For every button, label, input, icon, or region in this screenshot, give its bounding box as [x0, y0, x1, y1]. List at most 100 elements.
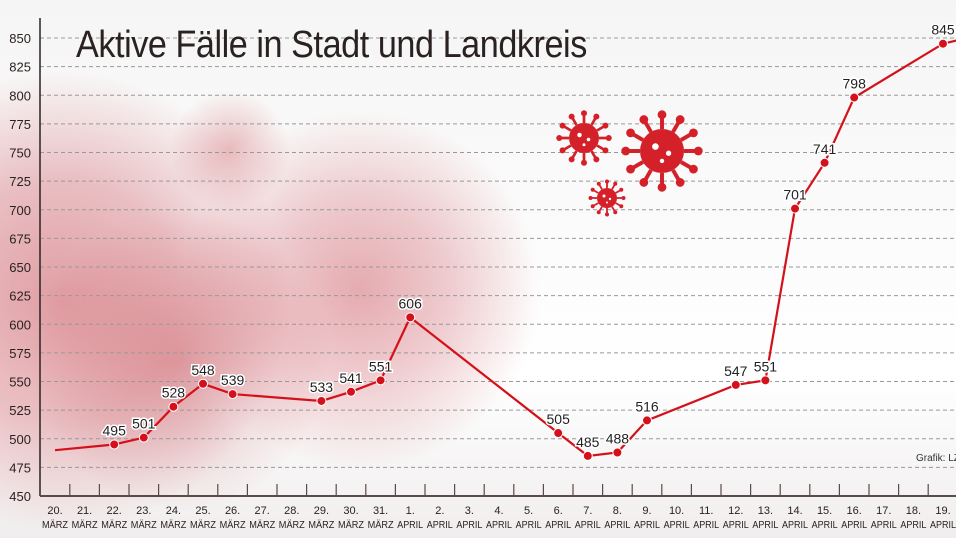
x-tick-day: 21. [77, 505, 92, 517]
x-tick-day: 31. [373, 505, 388, 517]
x-tick-day: 14. [787, 505, 802, 517]
x-tick-month: APRIL [812, 520, 838, 531]
x-tick-month: MÄRZ [190, 519, 216, 531]
x-tick-day: 6. [554, 505, 563, 517]
x-tick-day: 19. [935, 505, 950, 517]
data-label: 485 [576, 434, 600, 450]
data-point [316, 395, 327, 406]
x-tick-day: 2. [435, 505, 444, 517]
virus-spike-tip [605, 212, 609, 217]
x-tick-month: APRIL [930, 520, 956, 531]
x-tick-day: 25. [195, 505, 210, 517]
virus-body [640, 129, 684, 173]
x-tick-month: APRIL [900, 520, 926, 531]
x-tick-day: 17. [876, 505, 891, 517]
virus-spike-tip [689, 164, 698, 174]
virus-spike-tip [602, 147, 609, 154]
x-tick-month: MÄRZ [101, 519, 127, 531]
x-tick-month: APRIL [723, 520, 749, 531]
x-tick-day: 3. [465, 505, 474, 517]
x-tick-month: APRIL [575, 520, 601, 531]
chart-title: Aktive Fälle in Stadt und Landkreis [76, 24, 587, 66]
x-tick-month: MÄRZ [220, 519, 246, 531]
data-label: 606 [399, 295, 423, 311]
data-label: 548 [191, 362, 215, 378]
x-tick-month: MÄRZ [72, 519, 98, 531]
x-tick-month: MÄRZ [279, 519, 305, 531]
y-tick-label: 675 [9, 231, 31, 246]
data-label: 541 [339, 370, 363, 386]
virus-spike-tip [689, 128, 698, 138]
virus-icons [556, 110, 703, 217]
data-label: 501 [132, 416, 156, 432]
x-tick-month: APRIL [871, 520, 897, 531]
data-label: 741 [813, 141, 837, 157]
data-label: 495 [103, 422, 127, 438]
virus-spike-tip [613, 210, 618, 215]
data-label: 845 [931, 22, 955, 38]
credit-text: Grafik: LZ [916, 453, 956, 464]
x-tick-day: 9. [642, 505, 651, 517]
x-tick-month: MÄRZ [368, 519, 394, 531]
virus-spike-tip [581, 159, 587, 166]
virus-dot [606, 201, 608, 204]
data-point [582, 450, 593, 461]
y-tick-label: 750 [9, 146, 31, 161]
virus-icon-medium [556, 110, 612, 166]
data-point [375, 375, 386, 386]
virus-spike-tip [590, 204, 595, 209]
data-point [849, 92, 860, 103]
data-point [227, 389, 238, 400]
x-tick-month: APRIL [545, 520, 571, 531]
virus-spike-tip [693, 146, 703, 156]
virus-spike-tip [613, 181, 618, 186]
x-tick-month: APRIL [752, 520, 778, 531]
data-label: 528 [162, 385, 186, 401]
virus-spike-tip [657, 182, 667, 192]
virus-spike-tip [593, 113, 600, 120]
x-tick-day: 4. [494, 505, 503, 517]
x-tick-day: 10. [669, 505, 684, 517]
x-tick-month: APRIL [634, 520, 660, 531]
x-tick-day: 15. [817, 505, 832, 517]
data-point [790, 203, 800, 214]
x-tick-month: MÄRZ [338, 519, 364, 531]
x-tick-month: MÄRZ [249, 519, 275, 531]
data-label: 551 [754, 358, 778, 374]
virus-dot [652, 143, 659, 150]
data-label: 533 [310, 379, 334, 395]
virus-dot [665, 150, 672, 156]
virus-spike-tip [619, 204, 624, 209]
virus-spike-tip [596, 210, 601, 215]
virus-spike-tip [559, 122, 566, 129]
virus-spike-tip [639, 178, 649, 187]
virus-spike-tip [639, 115, 649, 124]
y-tick-label: 800 [9, 88, 31, 103]
y-tick-label: 850 [9, 31, 31, 46]
x-tick-day: 13. [758, 505, 773, 517]
x-tick-day: 22. [107, 505, 122, 517]
data-point [346, 386, 356, 397]
x-tick-month: APRIL [604, 520, 630, 531]
virus-dot [582, 143, 586, 147]
x-tick-month: APRIL [693, 520, 719, 531]
data-label: 516 [635, 398, 659, 414]
y-tick-label: 775 [9, 117, 31, 132]
x-tick-day: 24. [166, 505, 181, 517]
data-label: 701 [783, 187, 807, 203]
virus-dot [659, 158, 665, 164]
virus-spike-tip [568, 113, 575, 120]
virus-body [569, 123, 599, 153]
virus-spike-tip [626, 128, 635, 138]
data-point [819, 157, 830, 168]
virus-dot [577, 132, 582, 138]
y-tick-label: 525 [9, 403, 31, 418]
data-point [612, 447, 623, 458]
virus-dot [608, 197, 612, 201]
y-tick-label: 550 [9, 375, 31, 390]
virus-spike-tip [568, 156, 575, 163]
virus-spike-tip [605, 135, 612, 141]
y-tick-label: 650 [9, 260, 31, 275]
x-tick-month: APRIL [516, 520, 542, 531]
